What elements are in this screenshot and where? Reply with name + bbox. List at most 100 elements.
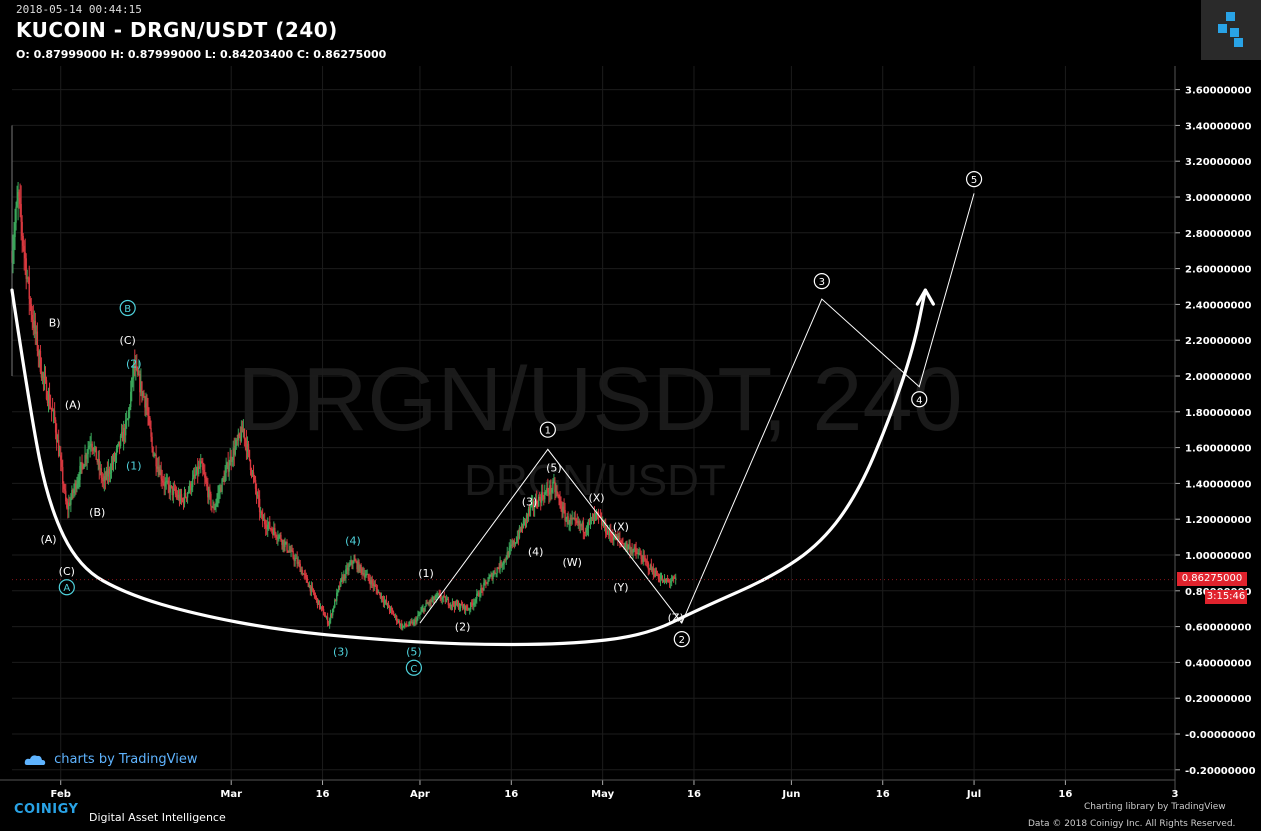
candle-body xyxy=(408,624,410,626)
candle-body xyxy=(493,571,495,576)
candle-body xyxy=(589,519,592,521)
candle-body xyxy=(225,467,227,473)
coinigy-wordmark: COINIGY xyxy=(14,802,78,817)
y-tick-label: 0.60000000 xyxy=(1185,623,1251,634)
candle-body xyxy=(499,561,501,570)
candle-body xyxy=(544,492,546,500)
candle-body xyxy=(459,603,462,608)
candle-body xyxy=(220,487,222,492)
candle-body xyxy=(16,200,18,207)
candle-body xyxy=(298,561,300,564)
candle-body xyxy=(150,428,152,437)
candle-body xyxy=(602,522,605,527)
wave-label-text: (4) xyxy=(528,545,544,558)
candle-body xyxy=(333,607,335,610)
candle-body xyxy=(141,381,143,397)
candle-body xyxy=(548,492,550,495)
candle-body xyxy=(102,479,105,482)
wave-label: (4) xyxy=(528,545,544,558)
candle-body xyxy=(596,511,599,513)
candle-body xyxy=(611,535,613,537)
candle-body xyxy=(413,621,415,625)
candle-body xyxy=(70,498,72,505)
candle-body xyxy=(191,478,194,488)
candle-body xyxy=(610,530,612,536)
wave-label: (A) xyxy=(65,399,81,412)
candle-body xyxy=(519,527,522,531)
wave-label-text: 2 xyxy=(679,635,685,646)
candle-body xyxy=(214,506,216,510)
candle-body xyxy=(270,528,272,530)
candle-body xyxy=(565,519,567,521)
candle-body xyxy=(545,491,547,493)
candle-body xyxy=(457,603,460,609)
candle-body xyxy=(607,530,609,535)
candles-layer xyxy=(11,182,677,631)
candle-body xyxy=(224,472,226,483)
candle-body xyxy=(667,580,670,582)
candle-body xyxy=(346,567,348,570)
cup-curve xyxy=(10,288,927,647)
candle-body xyxy=(577,520,579,524)
candle-body xyxy=(479,595,481,597)
wave-label: (A) xyxy=(40,533,56,546)
candle-body xyxy=(395,615,398,622)
candle-body xyxy=(432,596,434,600)
candle-body xyxy=(452,602,455,605)
candle-body xyxy=(315,597,318,599)
candle-body xyxy=(169,485,172,493)
candle-body xyxy=(226,462,228,468)
candle-body xyxy=(32,319,35,328)
candle-body xyxy=(377,592,380,594)
candle-body xyxy=(115,449,118,456)
wave-label: (Y) xyxy=(613,581,628,594)
candle-body xyxy=(82,464,84,469)
candle-body xyxy=(317,600,320,605)
candle-body xyxy=(190,487,193,491)
candle-body xyxy=(151,436,153,447)
candle-body xyxy=(229,456,231,466)
wave-label-circled: 2 xyxy=(673,631,690,648)
wave-label: B) xyxy=(49,316,61,329)
y-tick-label: 2.00000000 xyxy=(1185,372,1251,383)
candle-body xyxy=(258,498,261,513)
candle-body xyxy=(648,569,651,571)
candle-body xyxy=(344,574,346,579)
candle-body xyxy=(236,439,238,441)
y-tick-label: 3.20000000 xyxy=(1185,157,1251,168)
candle-body xyxy=(88,446,90,449)
candle-body xyxy=(427,603,429,605)
y-tick-label: 1.20000000 xyxy=(1185,515,1251,526)
candle-body xyxy=(534,499,537,507)
candle-body xyxy=(216,498,218,503)
candle-body xyxy=(501,564,503,567)
candle-body xyxy=(374,584,377,587)
candle-body xyxy=(295,557,297,559)
candle-body xyxy=(288,550,290,552)
copyright-notice: Data © 2018 Coinigy Inc. All Rights Rese… xyxy=(1028,819,1236,829)
coinigy-logo-icon[interactable] xyxy=(1201,0,1261,60)
candle-body xyxy=(582,522,585,533)
candle-body xyxy=(49,406,52,408)
candle-body xyxy=(152,446,154,456)
candle-body xyxy=(668,580,671,583)
candle-body xyxy=(603,522,606,527)
candle-body xyxy=(429,600,431,604)
candle-body xyxy=(228,465,230,472)
wave-label: (C) xyxy=(59,565,75,578)
candle-body xyxy=(512,540,515,545)
candle-body xyxy=(153,455,155,457)
candle-body xyxy=(465,605,468,609)
candle-body xyxy=(178,494,181,502)
candle-body xyxy=(580,524,583,527)
candle-body xyxy=(20,203,22,222)
y-tick-label: 0.40000000 xyxy=(1185,658,1251,669)
candle-body xyxy=(43,376,46,379)
candle-body xyxy=(411,621,413,623)
tradingview-attribution[interactable]: charts by TradingView xyxy=(24,752,197,767)
candle-body xyxy=(445,599,448,603)
candle-body xyxy=(21,221,23,237)
candle-body xyxy=(81,462,83,465)
candle-body xyxy=(662,579,665,582)
